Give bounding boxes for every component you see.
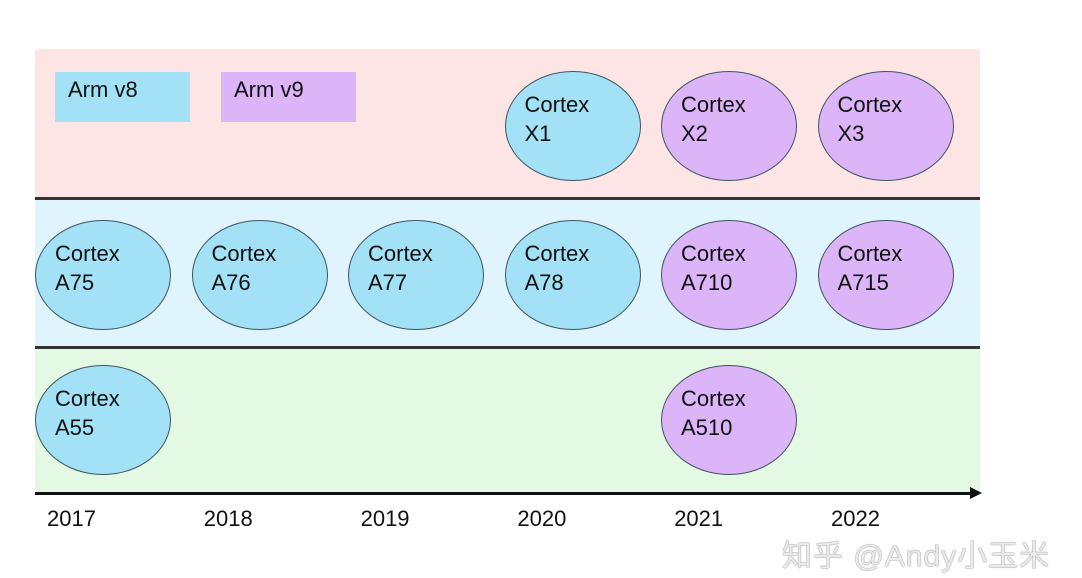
core-node-label: Cortex (211, 241, 277, 266)
core-node-label: A75 (55, 270, 95, 295)
core-node-label: Cortex (837, 241, 903, 266)
core-node-label: A78 (524, 270, 564, 295)
legend-label: Arm v9 (234, 77, 304, 102)
core-node-label: A715 (837, 270, 889, 295)
watermark: 知乎 @Andy小玉米 (782, 540, 1051, 573)
tier-divider (35, 197, 980, 200)
core-node-a76: Cortex A76 (191, 220, 328, 330)
year-label: 2022 (831, 506, 880, 531)
year-label: 2020 (517, 506, 567, 531)
core-node-label: X1 (524, 121, 552, 146)
core-node-label: A76 (211, 270, 251, 295)
core-node-label: Cortex (681, 386, 746, 411)
core-node-a715: Cortex A715 (817, 220, 954, 330)
core-node-label: Cortex (837, 92, 903, 117)
core-node-a710: Cortex A710 (661, 220, 797, 330)
year-label: 2017 (47, 506, 96, 531)
core-node-x1: Cortex X1 (504, 71, 641, 181)
year-label: 2018 (203, 506, 253, 531)
core-node-label: A55 (55, 415, 95, 440)
core-node-label: A77 (368, 270, 408, 295)
core-node-label: Cortex (55, 386, 120, 411)
core-node-label: Cortex (681, 241, 746, 266)
legend-label: Arm v8 (68, 77, 138, 102)
year-label: 2021 (674, 506, 724, 531)
arrow-head-icon (970, 487, 982, 499)
core-node-label: X3 (837, 121, 865, 146)
legend-arm-v9: Arm v9 (221, 72, 356, 122)
year-label: 2019 (360, 506, 410, 531)
core-node-label: Cortex (524, 92, 590, 117)
core-node-label: Cortex (368, 241, 433, 266)
core-node-a75: Cortex A75 (35, 220, 171, 330)
core-node-a78: Cortex A78 (504, 220, 641, 330)
core-node-label: X2 (681, 121, 708, 146)
core-node-label: Cortex (681, 92, 746, 117)
tier-divider (35, 346, 980, 349)
core-node-a55: Cortex A55 (35, 365, 171, 475)
core-node-label: Cortex (55, 241, 120, 266)
core-node-label: Cortex (524, 241, 590, 266)
timeline-axis (35, 492, 971, 495)
legend-arm-v8: Arm v8 (55, 72, 190, 122)
core-node-label: A710 (681, 270, 733, 295)
core-node-label: A510 (681, 415, 733, 440)
core-node-x2: Cortex X2 (661, 71, 797, 181)
tier-little-band (35, 349, 980, 492)
core-node-x3: Cortex X3 (817, 71, 954, 181)
core-node-a77: Cortex A77 (348, 220, 484, 330)
core-node-a510: Cortex A510 (661, 365, 797, 475)
